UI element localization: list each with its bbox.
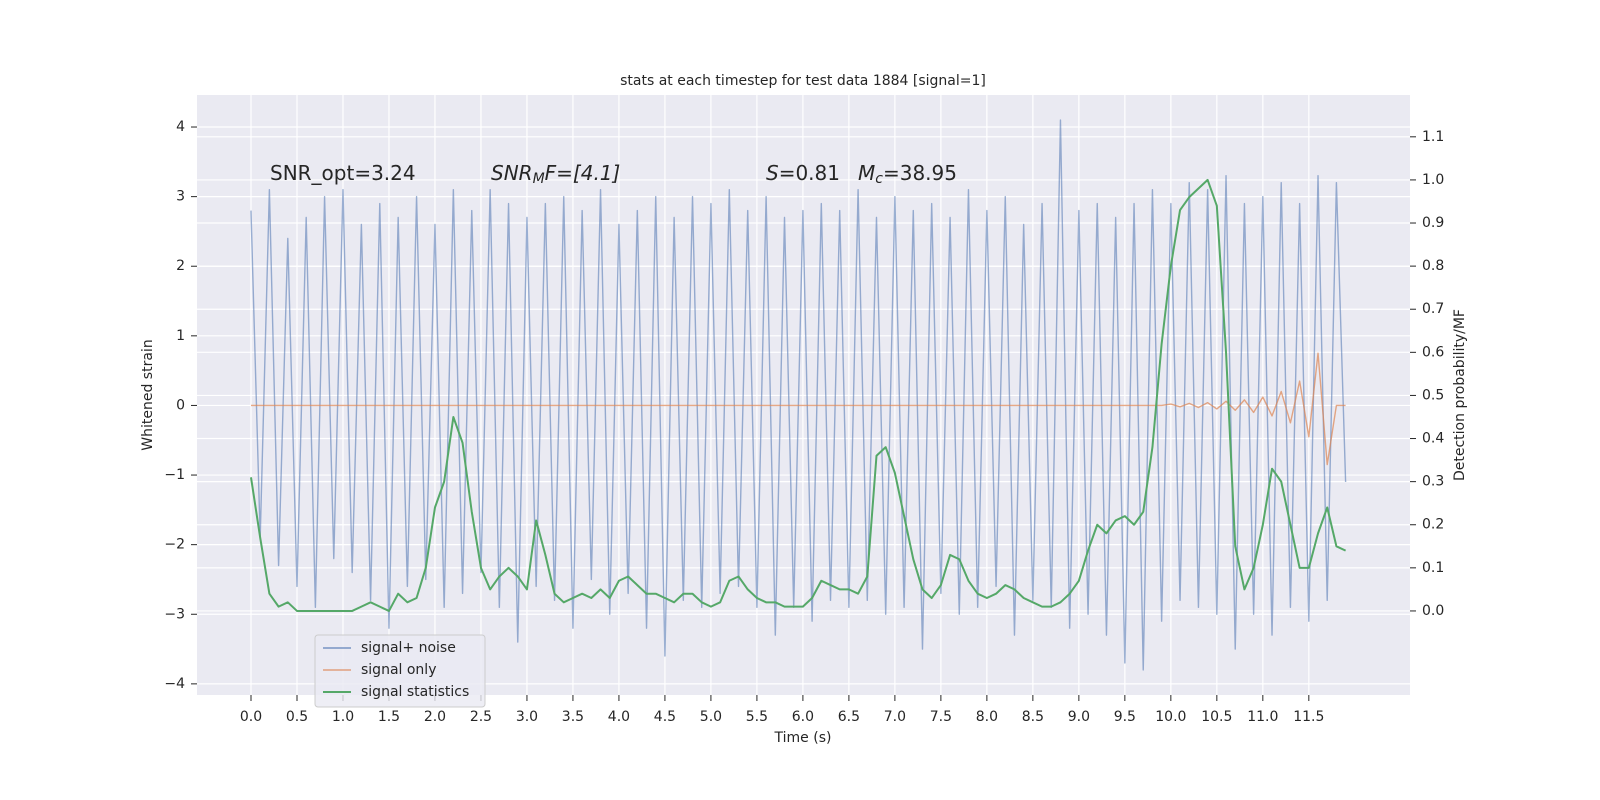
y2-tick-label: 0.1 (1422, 560, 1444, 576)
series-line (250, 352, 1346, 466)
annotation-part: =0.81 (779, 161, 840, 185)
series-line (250, 119, 1347, 671)
x-tick-label: 0.0 (240, 709, 262, 725)
x-tick-label: 2.5 (470, 709, 492, 725)
legend: signal+ noise signal only signal statistic… (314, 634, 486, 708)
x-tick-label: 4.0 (608, 709, 630, 725)
y2-tick-label: 0.5 (1422, 387, 1444, 403)
x-tick-label: 7.5 (930, 709, 952, 725)
annotation: SNRMF=[4.1] (491, 161, 620, 188)
marks (250, 119, 1347, 671)
y-tick-label: −1 (164, 467, 185, 483)
y-tick-label: −4 (164, 676, 185, 692)
x-tick-label: 3.0 (516, 709, 538, 725)
y2-tick-label: 1.0 (1422, 172, 1444, 188)
x-tick-label: 11.0 (1247, 709, 1278, 725)
y2-tick-label: 0.3 (1422, 474, 1444, 490)
annotation-part: S (766, 161, 779, 185)
x-tick-label: 9.0 (1068, 709, 1090, 725)
y2-axis-label: Detection probability/MF (1452, 309, 1468, 481)
y-tick-label: 2 (176, 258, 185, 274)
x-tick-label: 10.5 (1201, 709, 1232, 725)
annotation: Mc=38.95 (858, 161, 957, 188)
x-tick-label: 5.5 (746, 709, 768, 725)
x-tick-label: 1.5 (378, 709, 400, 725)
x-tick-label: 0.5 (286, 709, 308, 725)
x-tick-label: 7.0 (884, 709, 906, 725)
y2-tick-label: 0.9 (1422, 215, 1444, 231)
x-tick-label: 9.5 (1114, 709, 1136, 725)
y2-tick-label: 0.0 (1422, 603, 1444, 619)
x-tick-label: 5.0 (700, 709, 722, 725)
annotation-part: SNR (491, 161, 533, 185)
annotation: S=0.81 (766, 161, 840, 185)
y-tick-label: 4 (176, 119, 185, 135)
y-tick-label: 3 (176, 189, 185, 205)
annotation-part: c (875, 171, 883, 187)
x-tick-label: 1.0 (332, 709, 354, 725)
legend-label: signal statistics (361, 684, 469, 700)
x-tick-label: 8.5 (1022, 709, 1044, 725)
x-tick-label: 6.5 (838, 709, 860, 725)
y2-tick-label: 0.8 (1422, 258, 1444, 274)
y2-tick-label: 0.2 (1422, 517, 1444, 533)
y-tick-label: 0 (176, 397, 185, 413)
series-line (250, 178, 1347, 612)
y2-tick-label: 1.1 (1422, 129, 1444, 145)
x-tick-label: 10.0 (1155, 709, 1186, 725)
x-tick-label: 3.5 (562, 709, 584, 725)
x-tick-label: 6.0 (792, 709, 814, 725)
chart-title: stats at each timestep for test data 188… (620, 73, 986, 89)
legend-label: signal+ noise (361, 640, 456, 656)
y-tick-label: −2 (164, 537, 185, 553)
annotation-part: F=[4.1] (545, 161, 621, 185)
annotation: SNR_opt=3.24 (270, 161, 416, 185)
x-tick-label: 8.0 (976, 709, 998, 725)
y-axis-label: Whitened strain (140, 339, 156, 450)
x-tick-label: 11.5 (1293, 709, 1324, 725)
x-axis-label: Time (s) (774, 730, 832, 746)
annotation-part: M (533, 171, 545, 187)
x-tick-label: 2.0 (424, 709, 446, 725)
y-tick-label: 1 (176, 328, 185, 344)
x-tick-label: 4.5 (654, 709, 676, 725)
y2-tick-label: 0.6 (1422, 344, 1444, 360)
y2-tick-label: 0.4 (1422, 431, 1444, 447)
legend-label: signal only (361, 662, 436, 678)
annotation-part: M (858, 161, 875, 185)
annotation-part: =38.95 (883, 161, 957, 185)
axes: 0.0 0.5 1.0 1.5 2.0 2.5 3.0 3.5 4.0 4.5 5.0 5.5 6.0 6… (164, 119, 1444, 725)
legend-box (314, 634, 486, 708)
annotation-part: SNR_opt=3.24 (270, 161, 416, 185)
y2-tick-label: 0.7 (1422, 301, 1444, 317)
y-tick-label: −3 (164, 606, 185, 622)
